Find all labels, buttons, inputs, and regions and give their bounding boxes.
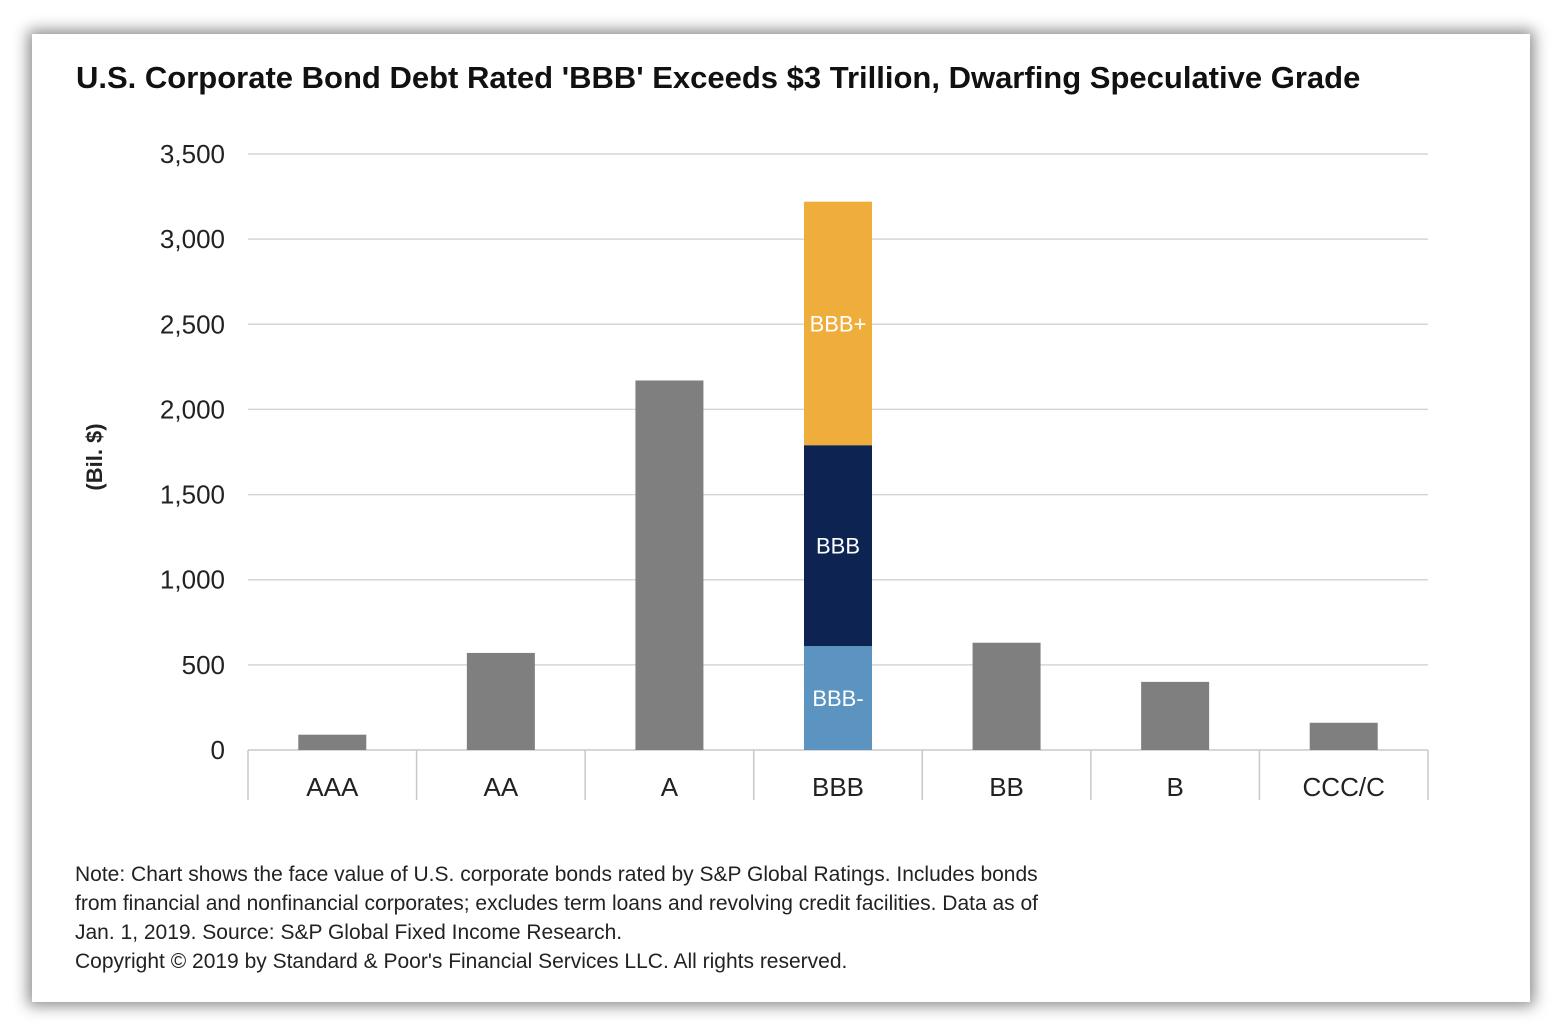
y-tick-label: 0	[211, 735, 225, 765]
y-tick-label: 2,000	[160, 394, 225, 424]
bar-segment-bbb-minusplus	[804, 201, 872, 446]
bar-a	[635, 380, 704, 750]
y-tick-label: 500	[182, 650, 225, 680]
x-tick-label: BB	[989, 772, 1024, 802]
copyright-line: Copyright © 2019 by Standard & Poor's Fi…	[75, 950, 848, 973]
bar-b	[1141, 681, 1210, 750]
y-tick-label: 1,000	[160, 565, 225, 595]
bar-segment-bbb-minus	[804, 646, 872, 750]
x-tick-label: AA	[484, 772, 519, 802]
y-tick-label: 3,000	[160, 224, 225, 254]
x-tick-label: B	[1166, 772, 1183, 802]
segment-label: BBB	[816, 534, 860, 559]
bar-chart: 0 500 1,000 1,500 2,000 2,500 3,000 3,500 (Bil. …	[82, 139, 1429, 802]
bar-aa	[466, 652, 535, 750]
x-tick-label: BBB	[812, 772, 864, 802]
x-tick-label: A	[661, 772, 679, 802]
bar-ccc-c	[1309, 722, 1378, 750]
y-axis-title: (Bil. $)	[82, 423, 107, 490]
segment-label: BBB-	[812, 686, 863, 711]
y-tick-label: 2,500	[160, 309, 225, 339]
note-line-2: from financial and nonfinancial corporat…	[75, 892, 1038, 915]
segment-label: BBB+	[810, 311, 867, 336]
chart-card: U.S. Corporate Bond Debt Rated 'BBB' Exc…	[32, 34, 1530, 1002]
chart-title: U.S. Corporate Bond Debt Rated 'BBB' Exc…	[76, 60, 1361, 95]
y-tick-label: 3,500	[160, 139, 225, 169]
y-tick-label: 1,500	[160, 480, 225, 510]
chart-notes: Note: Chart shows the face value of U.S.…	[75, 860, 1275, 976]
bar-aaa	[298, 734, 367, 750]
x-tick-label: CCC/C	[1303, 772, 1385, 802]
note-line-3: Jan. 1, 2019. Source: S&P Global Fixed I…	[75, 921, 623, 944]
note-line-1: Note: Chart shows the face value of U.S.…	[75, 863, 1038, 886]
x-tick-label: AAA	[306, 772, 359, 802]
bar-bb	[972, 642, 1041, 750]
bar-segment-bbb	[804, 445, 872, 647]
